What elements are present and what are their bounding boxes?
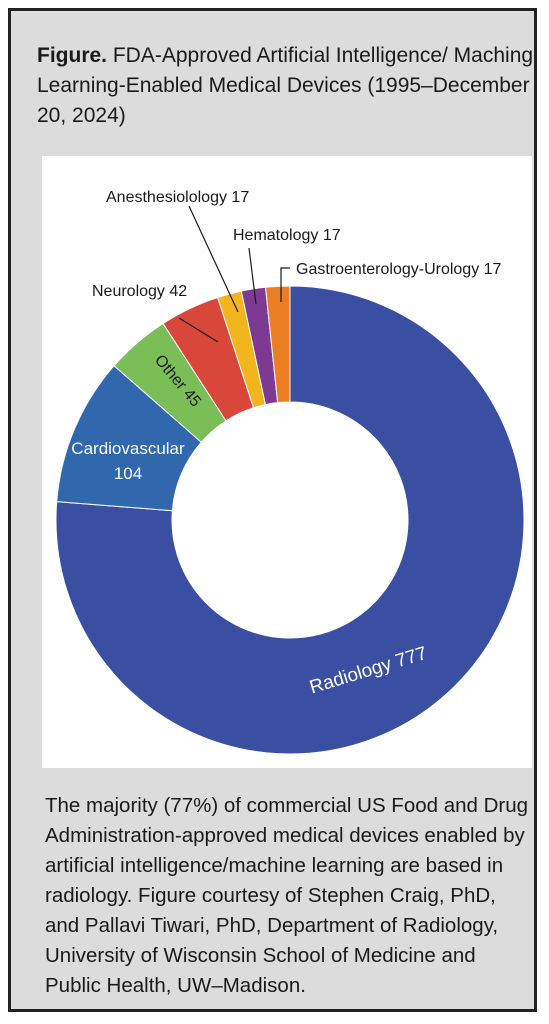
figure-title: FDA-Approved Artificial Intelligence/ Ma… [37,44,534,127]
leader-line-anesthesiolology [188,205,239,313]
figure-caption: Figure. FDA-Approved Artificial Intellig… [37,41,537,131]
label-gastroenterology-urology: Gastroenterology-Urology 17 [296,261,502,278]
slice-radiology [55,285,525,755]
figure-panel: Figure. FDA-Approved Artificial Intellig… [8,8,537,1012]
leader-line-hematology [248,247,257,305]
leader-line-gastroenterology-urology [280,267,290,302]
figure-description: The majority (77%) of commercial US Food… [45,794,529,997]
label-hematology: Hematology 17 [233,227,341,244]
label-cardiovascular-value: 104 [114,464,142,483]
label-cardiovascular: Cardiovascular [71,439,185,458]
label-neurology: Neurology 42 [92,283,187,300]
label-anesthesiolology: Anesthesiolology 17 [106,189,249,206]
chart-area: Radiology 777 Cardiovascular 104 Other 45 Ne… [42,156,532,768]
slice-gastroenterology-urology [264,285,291,404]
leader-line-neurology [178,317,219,343]
figure-prefix: Figure. [37,44,108,67]
